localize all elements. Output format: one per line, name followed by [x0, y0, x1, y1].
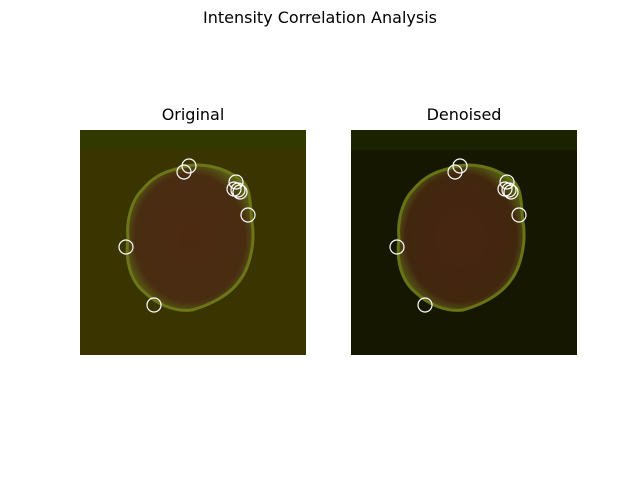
detected-spots [118, 158, 256, 313]
panel-title-original: Original [161, 105, 225, 124]
spot-marker [181, 158, 197, 174]
spot-marker [232, 184, 248, 200]
spot-marker [417, 297, 433, 313]
spot-marker [501, 182, 517, 198]
detected-spots [389, 158, 527, 313]
spot-marker [176, 164, 192, 180]
panel-title-denoised: Denoised [426, 105, 502, 124]
spot-marker [118, 239, 134, 255]
top-edge-band [80, 130, 306, 150]
spot-marker [499, 174, 515, 190]
spot-marker [389, 239, 405, 255]
spot-marker [452, 158, 468, 174]
top-edge-band [351, 130, 577, 150]
spot-marker [228, 174, 244, 190]
spot-marker [511, 207, 527, 223]
spot-marker [230, 182, 246, 198]
cell-body [396, 163, 526, 312]
cell-body [125, 163, 255, 312]
figure-title: Intensity Correlation Analysis [203, 8, 437, 27]
original-image [80, 130, 306, 355]
spot-marker [240, 207, 256, 223]
spot-marker [447, 164, 463, 180]
spot-marker [503, 184, 519, 200]
spot-marker [146, 297, 162, 313]
denoised-image [351, 130, 577, 355]
